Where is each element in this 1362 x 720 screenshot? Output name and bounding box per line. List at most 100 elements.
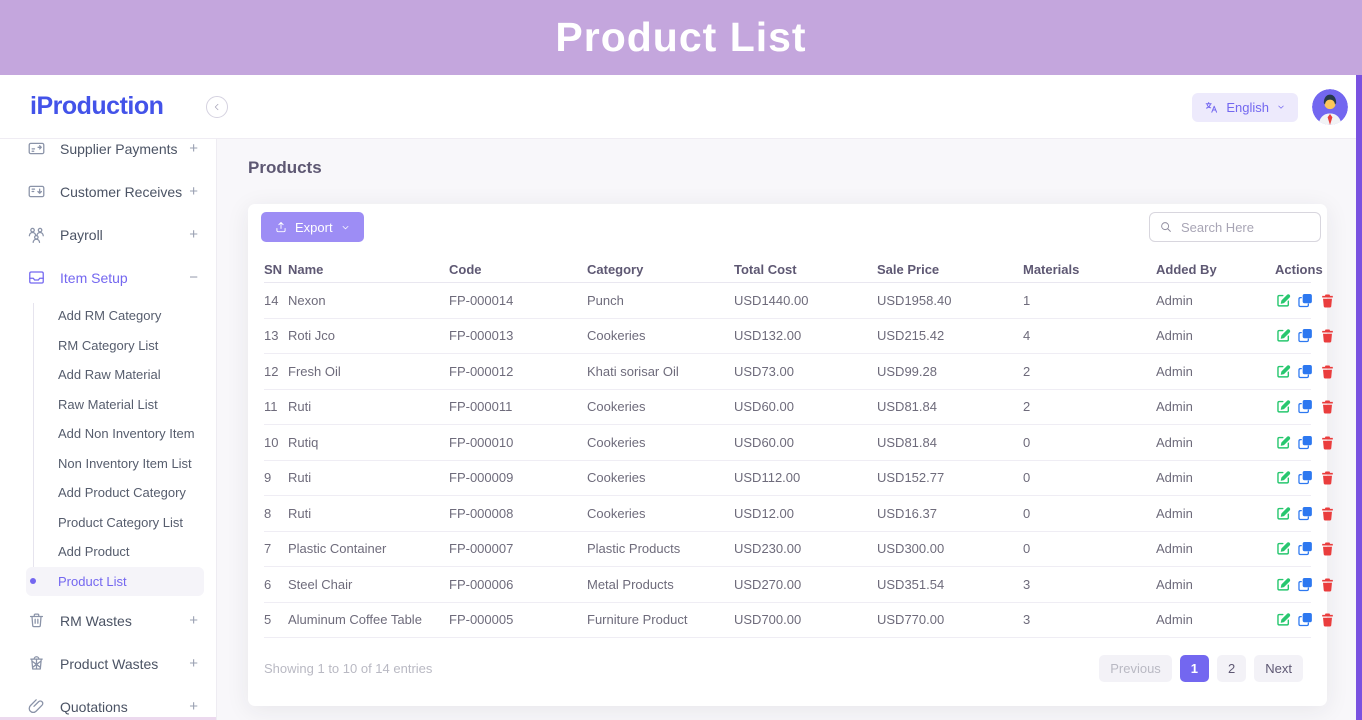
copy-button[interactable] — [1297, 363, 1314, 380]
vertical-scrollbar[interactable] — [1356, 75, 1362, 720]
delete-button[interactable] — [1319, 611, 1336, 628]
pagination-button[interactable]: 1 — [1179, 655, 1210, 682]
delete-button[interactable] — [1319, 363, 1336, 380]
delete-icon — [1319, 469, 1336, 486]
delete-button[interactable] — [1319, 398, 1336, 415]
column-header[interactable]: Sale Price — [877, 261, 940, 277]
pagination-button[interactable]: Previous — [1099, 655, 1172, 682]
copy-button[interactable] — [1297, 505, 1314, 522]
submenu-item[interactable]: Add Raw Material — [0, 360, 216, 390]
sidebar-item[interactable]: Supplier Payments + — [0, 139, 216, 170]
cell-name: Plastic Container — [288, 541, 387, 557]
expander-icon[interactable]: + — [189, 226, 198, 243]
export-button[interactable]: Export — [261, 212, 364, 242]
cell-sn: 10 — [264, 434, 279, 450]
cell-code: FP-000005 — [449, 612, 514, 628]
submenu-item[interactable]: RM Category List — [0, 331, 216, 361]
copy-button[interactable] — [1297, 327, 1314, 344]
copy-icon — [1297, 540, 1314, 557]
edit-button[interactable] — [1275, 434, 1292, 451]
edit-button[interactable] — [1275, 611, 1292, 628]
column-header[interactable]: Category — [587, 261, 644, 277]
submenu-item[interactable]: Add RM Category — [0, 301, 216, 331]
cell-sn: 11 — [264, 399, 278, 415]
cell-code: FP-000009 — [449, 470, 514, 486]
cell-added-by: Admin — [1156, 292, 1193, 308]
topbar: iProduction English — [0, 75, 1362, 139]
delete-button[interactable] — [1319, 327, 1336, 344]
submenu-item[interactable]: Product List — [26, 566, 204, 596]
sidebar-item[interactable]: Item Setup − — [0, 256, 216, 299]
cell-materials: 0 — [1023, 434, 1031, 450]
delete-button[interactable] — [1319, 540, 1336, 557]
pagination-button[interactable]: 2 — [1217, 655, 1247, 682]
edit-button[interactable] — [1275, 363, 1292, 380]
table-row: 6 Steel Chair FP-000006 Metal Products U… — [264, 567, 1311, 603]
edit-button[interactable] — [1275, 398, 1292, 415]
sidebar-item-icon — [27, 182, 46, 201]
cell-added-by: Admin — [1156, 576, 1193, 592]
delete-button[interactable] — [1319, 505, 1336, 522]
cell-sale-price: USD152.77 — [877, 470, 945, 486]
sidebar-item[interactable]: Product Wastes + — [0, 642, 216, 685]
copy-button[interactable] — [1297, 398, 1314, 415]
copy-button[interactable] — [1297, 292, 1314, 309]
cell-name: Nexon — [288, 292, 326, 308]
copy-button[interactable] — [1297, 434, 1314, 451]
expander-icon[interactable]: − — [189, 269, 198, 286]
edit-icon — [1275, 434, 1292, 451]
edit-button[interactable] — [1275, 540, 1292, 557]
expander-icon[interactable]: + — [189, 655, 198, 672]
avatar[interactable] — [1312, 89, 1348, 125]
column-header[interactable]: Name — [288, 261, 324, 277]
copy-button[interactable] — [1297, 576, 1314, 593]
edit-button[interactable] — [1275, 505, 1292, 522]
page-banner: Product List — [0, 0, 1362, 75]
edit-button[interactable] — [1275, 469, 1292, 486]
pagination-button[interactable]: Next — [1254, 655, 1303, 682]
submenu-item[interactable]: Add Product — [0, 537, 216, 567]
submenu-item-label: Add Product — [58, 544, 130, 560]
submenu-item[interactable]: Add Product Category — [0, 478, 216, 508]
expander-icon[interactable]: + — [189, 698, 198, 715]
sidebar-collapse-button[interactable] — [206, 96, 228, 118]
delete-button[interactable] — [1319, 576, 1336, 593]
column-header[interactable]: Actions — [1275, 261, 1323, 277]
sidebar-item[interactable]: Quotations + — [0, 685, 216, 720]
copy-button[interactable] — [1297, 469, 1314, 486]
language-selector[interactable]: English — [1192, 92, 1298, 122]
cell-sale-price: USD81.84 — [877, 434, 937, 450]
cell-sale-price: USD215.42 — [877, 328, 945, 344]
edit-button[interactable] — [1275, 576, 1292, 593]
copy-icon — [1297, 469, 1314, 486]
edit-icon — [1275, 505, 1292, 522]
app-logo[interactable]: iProduction — [30, 92, 164, 120]
expander-icon[interactable]: + — [189, 140, 198, 157]
submenu-item[interactable]: Add Non Inventory Item — [0, 419, 216, 449]
cell-category: Metal Products — [587, 576, 674, 592]
delete-button[interactable] — [1319, 434, 1336, 451]
sidebar-item[interactable]: Customer Receives + — [0, 170, 216, 213]
delete-button[interactable] — [1319, 469, 1336, 486]
sidebar-item[interactable]: Payroll + — [0, 213, 216, 256]
column-header[interactable]: Total Cost — [734, 261, 797, 277]
column-header[interactable]: Added By — [1156, 261, 1217, 277]
search-input[interactable] — [1149, 212, 1321, 242]
column-header[interactable]: Code — [449, 261, 482, 277]
expander-icon[interactable]: + — [189, 183, 198, 200]
edit-button[interactable] — [1275, 292, 1292, 309]
submenu-item-label: Non Inventory Item List — [58, 455, 192, 471]
copy-button[interactable] — [1297, 540, 1314, 557]
sidebar-item[interactable]: RM Wastes + — [0, 599, 216, 642]
submenu-item[interactable]: Raw Material List — [0, 390, 216, 420]
column-header[interactable]: SN — [264, 261, 283, 277]
delete-button[interactable] — [1319, 292, 1336, 309]
submenu-item[interactable]: Product Category List — [0, 508, 216, 538]
submenu-item[interactable]: Non Inventory Item List — [0, 449, 216, 479]
column-header[interactable]: Materials — [1023, 261, 1080, 277]
delete-icon — [1319, 292, 1336, 309]
translate-icon — [1204, 100, 1219, 115]
copy-button[interactable] — [1297, 611, 1314, 628]
expander-icon[interactable]: + — [189, 612, 198, 629]
edit-button[interactable] — [1275, 327, 1292, 344]
